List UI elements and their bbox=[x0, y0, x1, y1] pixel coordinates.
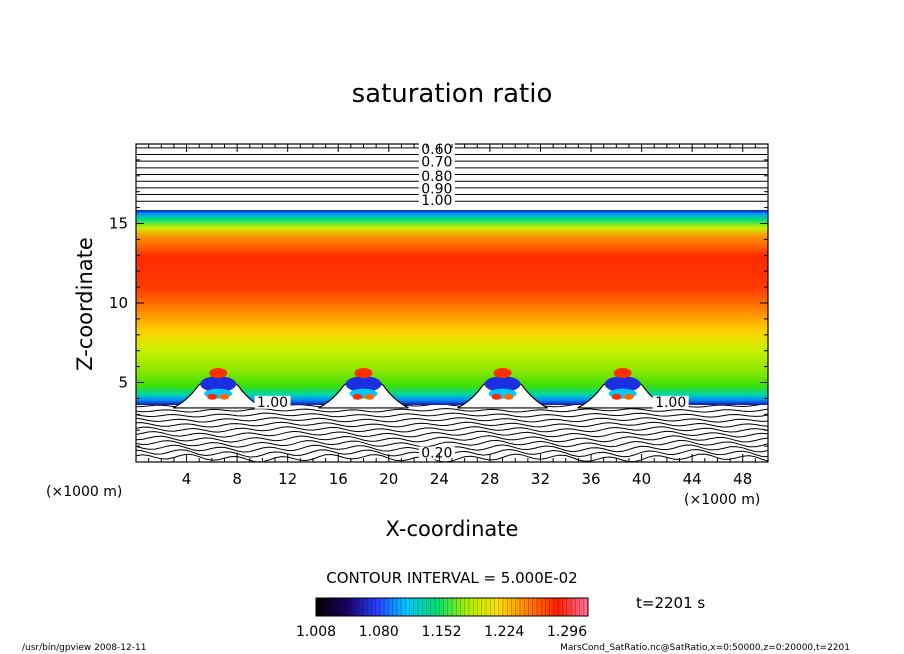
plume-cap bbox=[345, 376, 382, 393]
x-tick-label: 12 bbox=[278, 470, 297, 488]
y-axis: 5 10 15 bbox=[109, 159, 768, 447]
colorbar-tick-label: 1.152 bbox=[421, 624, 461, 640]
colorbar-fill bbox=[316, 598, 588, 616]
contour-line bbox=[136, 430, 768, 438]
plume bbox=[318, 367, 409, 409]
x-tick-label: 36 bbox=[581, 470, 600, 488]
time-label: t=2201 s bbox=[636, 594, 705, 612]
contour-label-bg bbox=[418, 142, 455, 156]
footer-right: MarsCond_SatRatio.nc@SatRatio,x=0:50000,… bbox=[560, 643, 850, 653]
contour-label: 1.00 bbox=[655, 395, 686, 411]
contour-label-bg bbox=[418, 193, 455, 207]
x-axis: 4 8 12 16 20 24 28 32 36 40 44 48 bbox=[148, 144, 756, 488]
colorbar-stripes bbox=[319, 598, 585, 616]
plume-top bbox=[613, 367, 632, 378]
contour-label: 0.80 bbox=[421, 169, 452, 185]
contour-label: 0.90 bbox=[421, 182, 452, 198]
plume-cell bbox=[219, 393, 230, 400]
contour-line bbox=[136, 412, 768, 418]
x-tick-label: 44 bbox=[683, 470, 702, 488]
plume bbox=[172, 367, 264, 409]
contour-label: 0.20 bbox=[421, 446, 452, 462]
x-unit-left: (×1000 m) bbox=[46, 484, 122, 500]
x-unit-right: (×1000 m) bbox=[684, 492, 760, 508]
colorbar: 1.008 1.080 1.152 1.224 1.296 bbox=[296, 597, 589, 640]
plume-top bbox=[209, 367, 228, 378]
x-tick-label: 48 bbox=[733, 470, 752, 488]
contour-label-bg bbox=[418, 446, 455, 460]
footer-left: /usr/bin/gpview 2008-12-11 bbox=[22, 643, 146, 653]
contour-label-bg bbox=[418, 155, 455, 169]
x-tick-label: 8 bbox=[232, 470, 242, 488]
x-tick-label: 28 bbox=[480, 470, 499, 488]
contour-line bbox=[136, 421, 768, 428]
plume-cap bbox=[604, 376, 641, 393]
contour-label: 0.60 bbox=[421, 142, 452, 158]
colorbar-tick-label: 1.296 bbox=[547, 624, 587, 640]
plume-cell bbox=[491, 393, 502, 400]
colorbar-tick-label: 1.080 bbox=[359, 624, 399, 640]
x-tick-label: 16 bbox=[329, 470, 348, 488]
plume-cell bbox=[207, 393, 218, 400]
contour-label-bg bbox=[418, 169, 455, 183]
y-tick-label: 15 bbox=[109, 215, 128, 233]
x-tick-label: 24 bbox=[430, 470, 449, 488]
contour-line bbox=[136, 435, 768, 443]
contour-labels: 0.600.700.800.901.001.00 1.000.20 bbox=[254, 142, 689, 462]
colorbar-ticks: 1.008 1.080 1.152 1.224 1.296 bbox=[296, 624, 587, 640]
supersaturation-band bbox=[136, 210, 768, 405]
plume-cell bbox=[503, 393, 514, 400]
contour-label: 1.00 bbox=[257, 395, 288, 411]
plume bbox=[457, 367, 548, 409]
colorbar-tick-label: 1.224 bbox=[484, 624, 524, 640]
contour-label-bg bbox=[254, 395, 291, 409]
plume-cap bbox=[200, 376, 237, 393]
colorbar-frame bbox=[315, 597, 589, 617]
x-tick-label: 4 bbox=[182, 470, 192, 488]
x-tick-label: 32 bbox=[531, 470, 550, 488]
contour-label-bg bbox=[418, 182, 455, 196]
plume-cell bbox=[352, 393, 363, 400]
contour-label-bg bbox=[652, 395, 689, 409]
y-tick-label: 10 bbox=[109, 294, 128, 312]
plume-cell bbox=[623, 393, 634, 400]
contour-label: 1.00 bbox=[421, 193, 452, 209]
contour-interval-text: CONTOUR INTERVAL = 5.000E-02 bbox=[326, 569, 577, 587]
contour-line bbox=[136, 417, 768, 423]
y-tick-label: 5 bbox=[118, 374, 128, 392]
y-axis-label: Z-coordinate bbox=[73, 237, 97, 371]
x-axis-label: X-coordinate bbox=[386, 517, 519, 541]
contour-line bbox=[136, 407, 768, 413]
plume-cell bbox=[611, 393, 622, 400]
plume-cell bbox=[364, 393, 375, 400]
contour-lines bbox=[136, 147, 768, 462]
x-tick-label: 20 bbox=[379, 470, 398, 488]
contour-line bbox=[136, 426, 768, 433]
contour-line bbox=[136, 439, 768, 448]
colorbar-tick-label: 1.008 bbox=[296, 624, 336, 640]
plume-top bbox=[493, 367, 512, 378]
chart-title: saturation ratio bbox=[352, 79, 553, 109]
contour-label: 0.70 bbox=[421, 155, 452, 171]
plume-cap bbox=[484, 376, 521, 393]
plume-top bbox=[354, 367, 373, 378]
plumes bbox=[172, 367, 668, 409]
x-tick-label: 40 bbox=[632, 470, 651, 488]
